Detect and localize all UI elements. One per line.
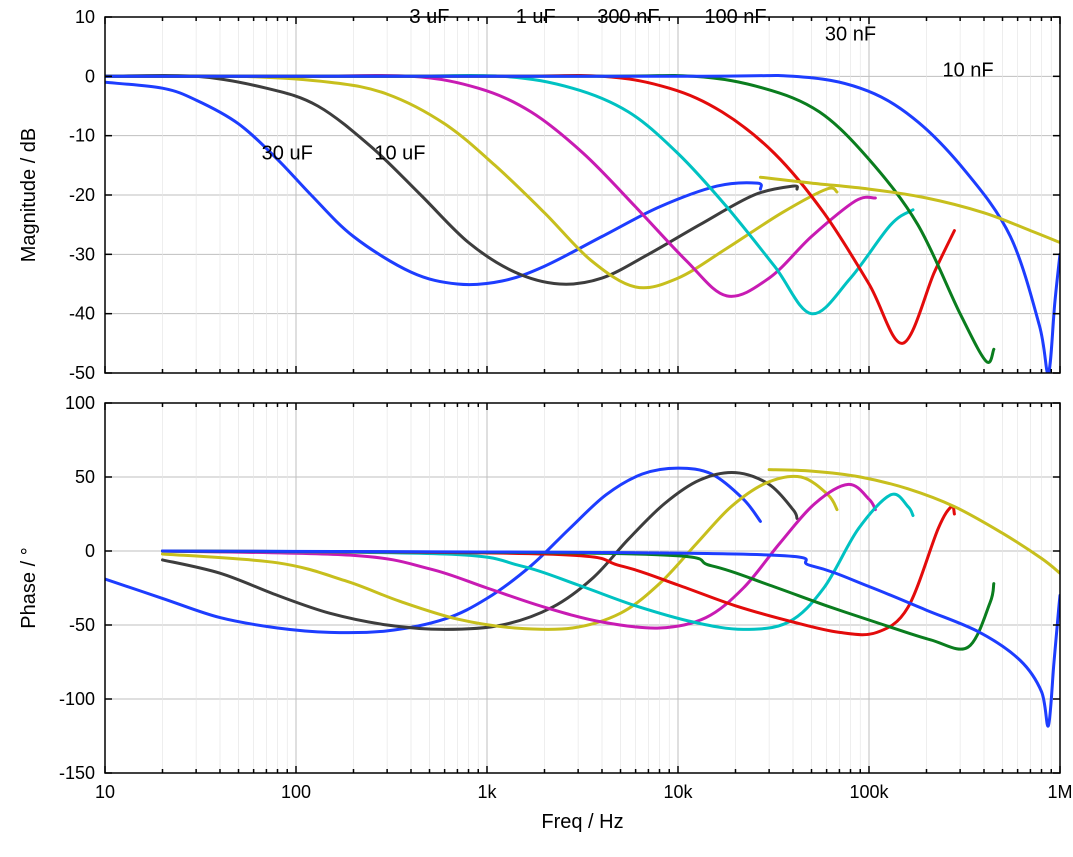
xtick-label: 1k [477,782,497,802]
series-label: 10 nF [942,59,993,81]
x-axis-label: Freq / Hz [541,811,623,833]
series-label: 100 nF [704,6,766,28]
ytick-label: 50 [75,467,95,487]
phase-axis-label: Phase / ° [18,547,40,628]
xtick-label: 100k [849,782,889,802]
ytick-label: -100 [59,689,95,709]
series-label: 30 uF [262,142,313,164]
xtick-label: 1M [1047,782,1072,802]
ytick-label: -40 [69,304,95,324]
series-label: 3 uF [409,6,449,28]
ytick-label: -30 [69,244,95,264]
ytick-label: -150 [59,763,95,783]
xtick-label: 10k [663,782,693,802]
series-label: 300 nF [597,6,659,28]
ytick-label: 0 [85,66,95,86]
ytick-label: 100 [65,393,95,413]
ytick-label: -20 [69,185,95,205]
xtick-label: 10 [95,782,115,802]
xtick-label: 100 [281,782,311,802]
bode-plot: 101001k10k100k1M100-10-20-30-40-50100500… [0,0,1073,857]
ytick-label: -50 [69,615,95,635]
ytick-label: 10 [75,7,95,27]
ytick-label: 0 [85,541,95,561]
magnitude-axis-label: Magnitude / dB [18,128,40,263]
series-label: 30 nF [825,24,876,46]
series-label: 10 uF [374,142,425,164]
ytick-label: -50 [69,363,95,383]
bode-svg: 101001k10k100k1M100-10-20-30-40-50100500… [0,0,1073,857]
series-label: 1 uF [516,6,556,28]
ytick-label: -10 [69,126,95,146]
